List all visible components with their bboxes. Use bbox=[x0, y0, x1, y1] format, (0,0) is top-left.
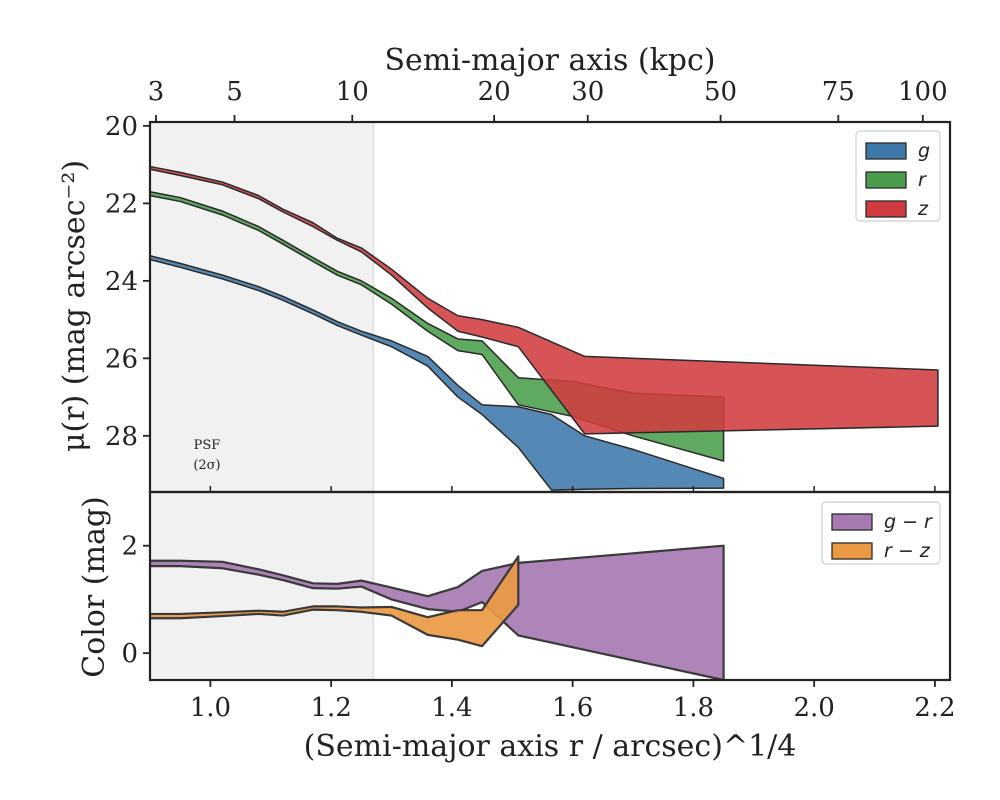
color-band-1 bbox=[150, 555, 520, 648]
xtick-label-top: 3 bbox=[148, 77, 165, 107]
psf-label-line1: PSF bbox=[194, 438, 221, 453]
xtick-label-top: 20 bbox=[478, 77, 511, 107]
xtick-label-top: 50 bbox=[704, 77, 737, 107]
ytick-label-top: 20 bbox=[105, 112, 138, 142]
top-ylabel: μ(r) (mag arcsec⁻²) bbox=[57, 160, 92, 452]
legend-top-swatch bbox=[865, 171, 907, 189]
top-axis-title: Semi-major axis (kpc) bbox=[385, 43, 716, 78]
legend-top-label: r bbox=[918, 169, 927, 191]
legend-top-label: g bbox=[918, 140, 930, 162]
legend-bottom-label: r − z bbox=[884, 540, 931, 562]
bottom-ylabel: Color (mag) bbox=[77, 496, 112, 678]
legend-bottom: g − r r − z bbox=[821, 501, 941, 565]
xtick-label-bottom: 1.0 bbox=[190, 693, 231, 723]
xtick-label-bottom: 2.0 bbox=[793, 693, 834, 723]
xtick-label-bottom: 2.2 bbox=[914, 693, 955, 723]
legend-top-swatch bbox=[865, 200, 907, 218]
ytick-label-bottom: 0 bbox=[121, 639, 138, 669]
xtick-label-top: 75 bbox=[822, 77, 855, 107]
ytick-label-top: 28 bbox=[105, 422, 138, 452]
xtick-label-bottom: 1.4 bbox=[431, 693, 472, 723]
xtick-label-top: 5 bbox=[226, 77, 243, 107]
legend-top-swatch bbox=[865, 142, 907, 160]
sb-band-z bbox=[149, 165, 939, 435]
bottom-panel-frame bbox=[148, 490, 952, 682]
xtick-label-top: 100 bbox=[898, 77, 948, 107]
ytick-label-bottom: 2 bbox=[121, 532, 138, 562]
xtick-label-bottom: 1.2 bbox=[310, 693, 351, 723]
bottom-axis-title: (Semi-major axis r / arcsec)^1/4 bbox=[304, 729, 797, 764]
color-bands bbox=[150, 544, 725, 680]
sb-band-g bbox=[149, 254, 725, 491]
legend-bottom-label: g − r bbox=[884, 511, 933, 533]
psf-label-line2: (2σ) bbox=[193, 458, 220, 473]
xtick-label-bottom: 1.8 bbox=[673, 693, 714, 723]
color-band-0 bbox=[150, 544, 725, 680]
xtick-label-top: 30 bbox=[571, 77, 604, 107]
ytick-label-top: 22 bbox=[105, 189, 138, 219]
legend-top: grz bbox=[855, 130, 941, 222]
psf-region bbox=[150, 122, 374, 680]
legend-bottom-swatch bbox=[831, 513, 873, 531]
ytick-label-top: 26 bbox=[105, 344, 138, 374]
xtick-label-bottom: 1.6 bbox=[552, 693, 593, 723]
legend-top-label: z bbox=[917, 198, 929, 220]
legend-bottom-swatch bbox=[831, 542, 873, 560]
xtick-label-top: 10 bbox=[336, 77, 369, 107]
ytick-label-top: 24 bbox=[105, 267, 138, 297]
